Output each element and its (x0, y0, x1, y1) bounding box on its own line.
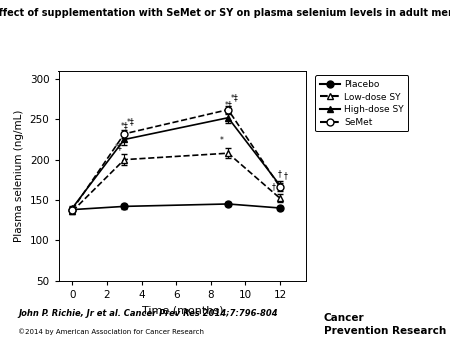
Y-axis label: Plasma selenium (ng/mL): Plasma selenium (ng/mL) (14, 110, 24, 242)
Text: Cancer: Cancer (324, 313, 365, 323)
Text: Effect of supplementation with SeMet or SY on plasma selenium levels in adult me: Effect of supplementation with SeMet or … (0, 8, 450, 19)
Text: *‡: *‡ (224, 101, 232, 110)
Text: *‡: *‡ (115, 142, 123, 151)
Text: ©2014 by American Association for Cancer Research: ©2014 by American Association for Cancer… (18, 328, 204, 335)
Text: †: † (272, 182, 276, 191)
Text: †: † (278, 169, 282, 178)
Text: †: † (284, 171, 288, 180)
Text: *‡: *‡ (230, 93, 238, 102)
Text: *‡: *‡ (126, 118, 134, 127)
Text: John P. Richie, Jr et al. Cancer Prev Res 2014;7:796-804: John P. Richie, Jr et al. Cancer Prev Re… (18, 309, 278, 318)
X-axis label: Time (months): Time (months) (141, 305, 223, 315)
Text: *‡: *‡ (121, 122, 128, 130)
Text: *: * (220, 136, 224, 145)
Text: Prevention Research: Prevention Research (324, 326, 446, 336)
Legend: Placebo, Low-dose SY, High-dose SY, SeMet: Placebo, Low-dose SY, High-dose SY, SeMe… (315, 75, 409, 131)
